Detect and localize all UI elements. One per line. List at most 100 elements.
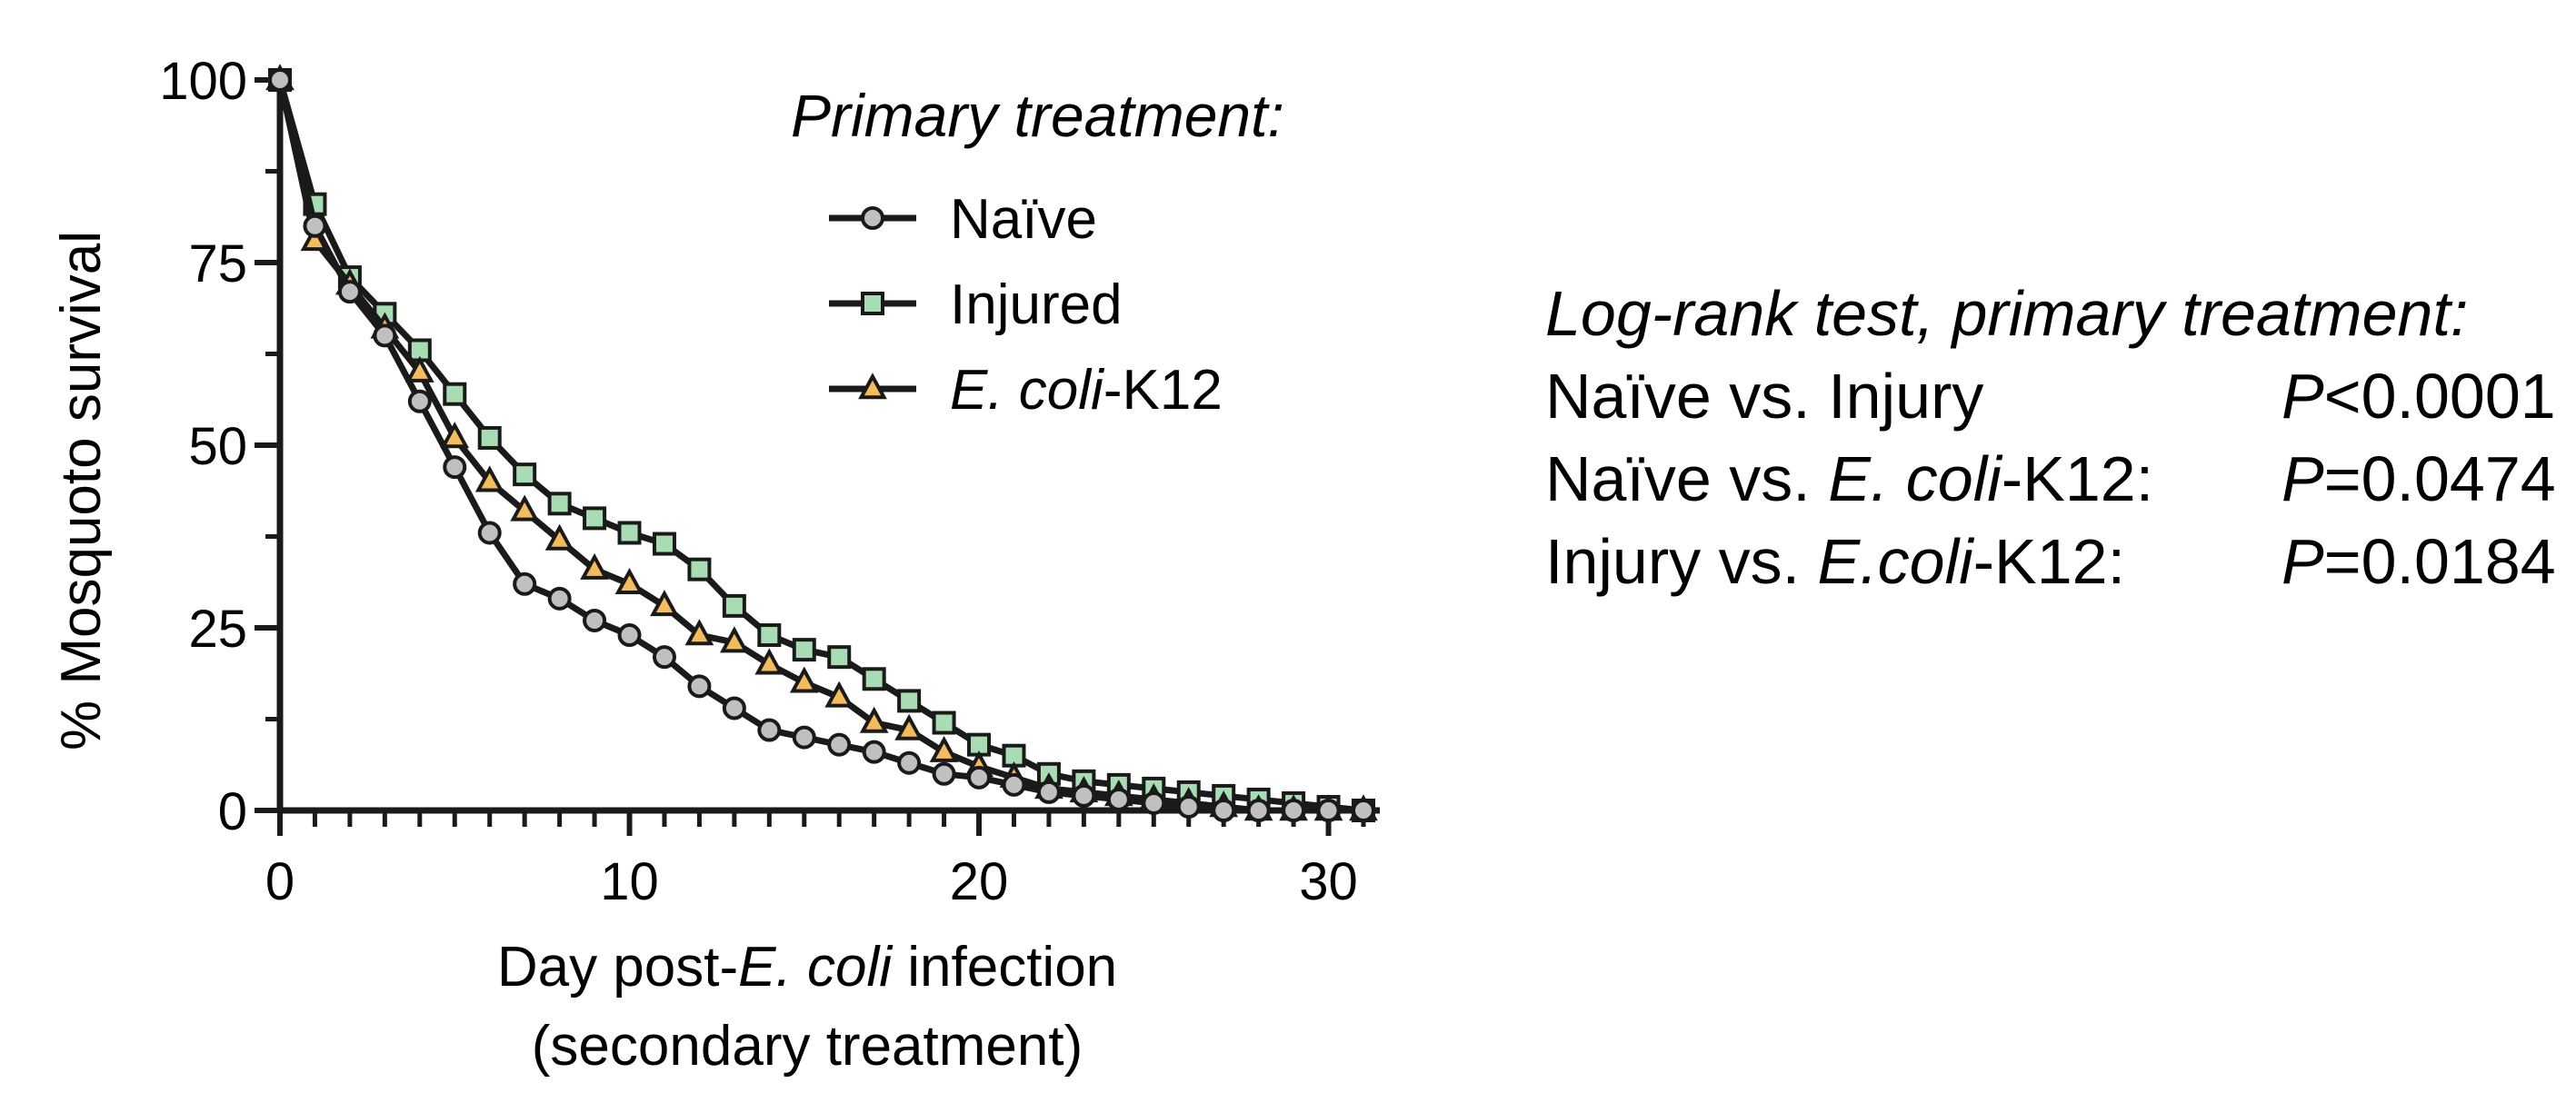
legend-label-injured: Injured: [950, 273, 1123, 336]
data-point-naive: [477, 521, 502, 545]
legend-label-ecoli-italic: E. coli: [950, 359, 1105, 422]
data-point-ecoli-k12: [754, 648, 784, 675]
legend-label-naive: Naïve: [950, 188, 1097, 251]
data-point-naive: [862, 740, 886, 764]
data-point-injured: [583, 506, 607, 531]
y-tick-label: 0: [218, 782, 247, 841]
data-point-naive: [1316, 799, 1341, 822]
data-point-injured: [652, 532, 676, 556]
log-rank-title: Log-rank test, primary treatment:: [1545, 278, 2469, 349]
data-point-injured: [897, 689, 922, 713]
data-point-injured: [477, 425, 502, 450]
legend-label-ecoli: E. coli-K12: [950, 359, 1223, 422]
legend-marker-ecoli-k12: [858, 373, 887, 400]
data-point-naive: [547, 586, 572, 611]
data-point-ecoli-k12: [440, 422, 470, 449]
data-point-injured: [932, 710, 956, 735]
data-point-naive: [687, 674, 712, 699]
data-point-naive: [1002, 772, 1026, 797]
legend-marker-injured: [861, 292, 884, 315]
comparison-label: Naïve vs. E. coli-K12:: [1545, 443, 2154, 514]
data-point-naive: [1176, 794, 1201, 819]
data-point-injured: [722, 593, 746, 618]
legend: Primary treatment: Naïve Injured E. coli…: [791, 82, 1284, 422]
data-point-naive: [617, 623, 642, 648]
data-point-injured: [547, 492, 572, 516]
data-point-injured: [443, 382, 467, 406]
p-value: P=0.0184: [2281, 526, 2556, 597]
data-point-ecoli-k12: [789, 666, 819, 693]
data-point-ecoli-k12: [404, 355, 434, 383]
data-point-naive: [1072, 783, 1096, 808]
legend-marker-naive: [861, 206, 884, 230]
data-point-naive: [827, 732, 852, 757]
log-rank-annotation: Log-rank test, primary treatment: Naïve …: [1545, 273, 2556, 603]
data-point-naive: [757, 718, 782, 742]
data-point-ecoli-k12: [929, 735, 959, 762]
y-tick-label: 75: [188, 234, 247, 293]
data-point-naive: [967, 765, 992, 790]
data-point-injured: [513, 462, 537, 487]
data-point-ecoli-k12: [719, 626, 749, 653]
data-point-ecoli-k12: [859, 706, 889, 733]
data-point-ecoli-k12: [544, 523, 574, 551]
data-point-ecoli-k12: [474, 465, 504, 492]
series-injured: [268, 68, 1375, 822]
data-point-ecoli-k12: [614, 567, 644, 594]
data-point-ecoli-k12: [650, 590, 679, 617]
data-point-naive: [1282, 799, 1306, 822]
data-point-naive: [652, 645, 676, 670]
data-point-injured: [617, 521, 642, 545]
log-rank-row: Injury vs. E.coli-K12: P=0.0184: [1545, 521, 2556, 603]
x-tick-label: 10: [600, 852, 659, 911]
data-point-naive: [1352, 799, 1375, 822]
data-point-naive: [513, 571, 537, 596]
data-point-naive: [1246, 799, 1271, 822]
axes: 0 25 50 75 100 0 10 20 30: [159, 52, 1380, 911]
data-point-ecoli-k12: [824, 681, 854, 708]
y-tick-label: 25: [188, 600, 247, 659]
y-tick-label: 100: [159, 52, 247, 111]
data-point-naive: [443, 455, 467, 480]
comparison-label: Naïve vs. Injury: [1545, 361, 1984, 432]
log-rank-row: Naïve vs. Injury P<0.0001: [1545, 355, 2556, 438]
x-tick-label: 0: [265, 852, 295, 911]
data-point-naive: [1142, 790, 1166, 815]
data-point-ecoli-k12: [894, 713, 924, 740]
data-point-ecoli-k12: [510, 494, 540, 522]
p-value: P<0.0001: [2281, 361, 2556, 432]
legend-title: Primary treatment:: [791, 82, 1284, 149]
data-point-naive: [268, 68, 292, 92]
data-point-naive: [897, 750, 922, 775]
data-point-naive: [407, 389, 432, 413]
data-point-naive: [1212, 799, 1236, 822]
data-point-injured: [862, 667, 886, 691]
y-tick-label: 50: [188, 417, 247, 476]
log-rank-row: Naïve vs. E. coli-K12: P=0.0474: [1545, 438, 2556, 521]
legend-label-ecoli-rest: -K12: [1103, 359, 1223, 422]
data-point-naive: [792, 725, 816, 750]
data-point-injured: [757, 623, 782, 648]
x-axis-title-part-3: infection: [892, 936, 1117, 999]
series-naive: [268, 68, 1375, 822]
x-axis-title-part-2: E. coli: [738, 936, 894, 999]
data-point-naive: [303, 214, 327, 238]
data-point-naive: [337, 280, 362, 304]
data-point-injured: [792, 638, 816, 662]
x-axis-title-line-2: (secondary treatment): [532, 1015, 1083, 1078]
x-axis-title-part-1: Day post-: [497, 936, 738, 999]
legend-items: [829, 206, 916, 400]
x-tick-label: 30: [1299, 852, 1358, 911]
data-point-naive: [722, 696, 746, 720]
data-point-ecoli-k12: [580, 552, 609, 580]
data-point-injured: [827, 645, 852, 670]
x-tick-label: 20: [950, 852, 1009, 911]
series-line-naive: [276, 79, 1363, 814]
comparison-label: Injury vs. E.coli-K12:: [1545, 526, 2126, 597]
data-point-injured: [687, 557, 712, 581]
x-axis-title: Day post-E. coli infection: [497, 936, 1117, 999]
data-point-naive: [932, 761, 956, 786]
data-point-naive: [1106, 787, 1131, 811]
data-point-naive: [373, 323, 397, 348]
